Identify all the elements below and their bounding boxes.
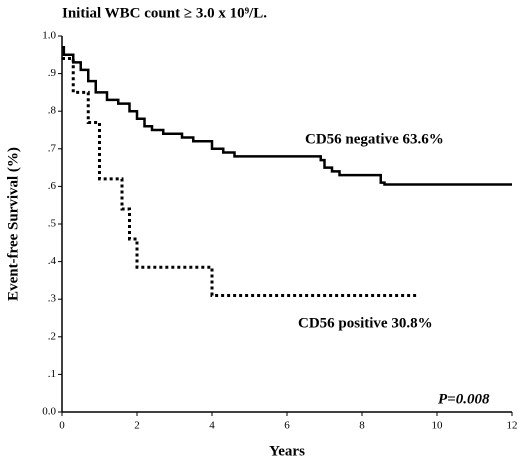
x-tick-label: 12 bbox=[507, 420, 518, 432]
y-tick-label: .3 bbox=[48, 293, 57, 305]
annotation: CD56 negative 63.6% bbox=[305, 131, 444, 147]
x-tick-label: 8 bbox=[359, 420, 365, 432]
x-tick-label: 2 bbox=[134, 420, 140, 432]
y-tick-label: .7 bbox=[48, 142, 57, 154]
chart-title: Initial WBC count ≥ 3.0 x 10⁹/L. bbox=[62, 5, 267, 21]
annotation: CD56 positive 30.8% bbox=[298, 315, 433, 331]
annotation: P=0.008 bbox=[438, 391, 490, 407]
y-tick-label: .2 bbox=[48, 330, 56, 342]
x-tick-label: 6 bbox=[284, 420, 290, 432]
x-tick-label: 10 bbox=[432, 420, 444, 432]
x-tick-label: 4 bbox=[209, 420, 215, 432]
y-axis-label: Event-free Survival (%) bbox=[5, 147, 21, 301]
x-tick-label: 0 bbox=[59, 420, 65, 432]
y-tick-label: .5 bbox=[48, 218, 57, 230]
y-tick-label: 0.0 bbox=[42, 406, 56, 418]
y-tick-label: .8 bbox=[48, 105, 57, 117]
y-tick-label: .1 bbox=[48, 368, 56, 380]
y-tick-label: .4 bbox=[48, 255, 57, 267]
survival-line bbox=[62, 57, 419, 297]
x-axis-label: Years bbox=[269, 443, 305, 459]
survival-line bbox=[62, 46, 512, 186]
y-tick-label: .9 bbox=[48, 67, 57, 79]
y-tick-label: .6 bbox=[48, 180, 57, 192]
y-tick-label: 1.0 bbox=[42, 30, 56, 42]
